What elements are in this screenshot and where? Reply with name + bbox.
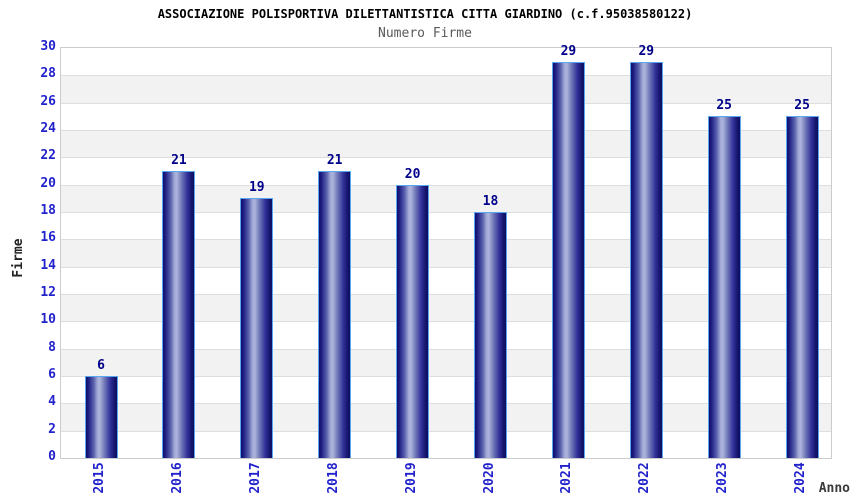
x-tick-label: 2018 [325,462,341,494]
bar [474,212,507,458]
bar [318,171,352,458]
x-tick-label: 2022 [637,462,653,494]
y-tick-label: 12 [40,285,56,300]
grid-line [61,103,831,104]
y-tick-label: 24 [40,121,56,136]
y-tick-label: 4 [48,394,56,409]
bar-value-label: 29 [560,43,577,59]
grid-band [61,48,831,76]
x-axis-title: Anno [818,481,850,496]
grid-line [61,403,831,404]
bar-value-label: 29 [638,43,655,59]
x-tick-label: 2015 [92,462,107,494]
y-tick-label: 28 [40,66,56,81]
bar-value-label: 21 [171,153,187,168]
bar [84,376,118,458]
grid-line [61,185,831,186]
grid-line [61,267,831,268]
grid-line [61,431,831,432]
bar [551,61,585,458]
y-tick-label: 8 [48,340,56,355]
bar-value-label: 6 [97,358,105,373]
y-tick-label: 6 [48,367,56,382]
chart-title: ASSOCIAZIONE POLISPORTIVA DILETTANTISTIC… [157,7,693,21]
y-tick-label: 22 [40,148,56,163]
y-tick-label: 18 [40,203,56,218]
x-tick-label: 2017 [247,462,263,494]
grid-band [61,102,831,130]
bar [240,198,274,458]
grid-line [61,349,831,350]
grid-line [61,212,831,213]
grid-line [61,376,831,377]
y-tick-label: 30 [40,39,56,54]
y-axis-title: Firme [11,238,26,278]
y-tick-label: 2 [48,422,56,437]
bar-value-label: 19 [248,180,265,196]
y-tick-label: 26 [40,94,56,109]
bar-value-label: 25 [794,98,810,114]
grid-line [61,130,831,131]
grid-line [61,321,831,322]
grid-line [61,157,831,158]
bar [785,116,819,458]
bar [162,171,196,458]
bar-value-label: 18 [482,194,499,209]
y-tick-label: 16 [40,230,56,245]
y-tick-label: 10 [40,312,56,327]
grid-line [61,294,831,295]
plot-area: 6 21 19 21 20 18 29 29 25 25 [60,43,832,459]
bar-value-label: 20 [404,166,421,182]
grid-line [61,75,831,76]
x-tick-label: 2021 [559,462,575,494]
bar [707,116,741,458]
grid-band [61,130,831,158]
bar-value-label: 21 [326,153,343,168]
x-tick-label: 2019 [403,462,419,494]
y-tick-label: 0 [48,449,56,464]
grid-line [61,239,831,240]
bar [629,61,663,458]
x-tick-label: 2016 [169,462,185,494]
chart-subtitle: Numero Firme [378,26,472,41]
grid-band [61,75,831,103]
bar-value-label: 25 [716,98,733,114]
y-tick-label: 14 [40,258,56,273]
x-tick-label: 2023 [715,462,731,494]
bar [396,184,430,458]
x-tick-label: 2020 [481,462,497,494]
y-tick-label: 20 [40,176,56,191]
